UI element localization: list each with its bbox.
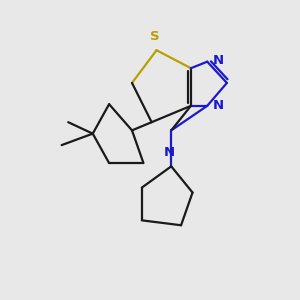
- Text: N: N: [164, 146, 175, 159]
- Text: S: S: [150, 30, 160, 43]
- Text: N: N: [213, 53, 224, 67]
- Text: N: N: [213, 99, 224, 112]
